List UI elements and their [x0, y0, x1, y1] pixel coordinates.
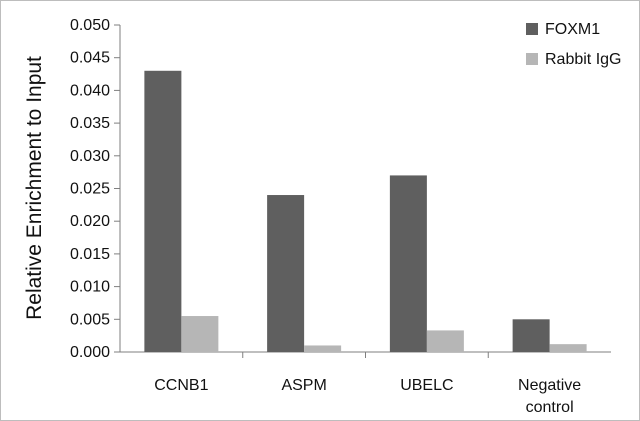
foxm1-bar	[267, 195, 305, 352]
rabbit-igg-bar	[181, 316, 219, 352]
legend-swatch-foxm1	[526, 23, 538, 35]
y-axis-tick-label: 0.035	[70, 115, 110, 132]
plot-area: 0.000 0.005 0.010 0.015 0.020 0.025 0.030 0.035…	[70, 17, 611, 416]
foxm1-bar	[389, 175, 427, 352]
x-axis-category-label-line: control	[526, 399, 574, 416]
bar-series-layer	[144, 70, 587, 352]
y-axis-ticks: 0.000 0.005 0.010 0.015 0.020 0.025 0.030 0.035…	[70, 17, 120, 361]
legend-swatch-rabbit-igg	[526, 53, 538, 65]
foxm1-bar	[512, 319, 550, 352]
rabbit-igg-bar	[549, 344, 587, 352]
y-axis-tick-label: 0.025	[70, 181, 110, 198]
y-axis-tick-label: 0.005	[70, 311, 110, 328]
legend-label-rabbit-igg: Rabbit IgG	[545, 51, 621, 68]
y-axis-tick-label: 0.000	[70, 344, 110, 361]
x-axis-category-label-line: UBELC	[400, 377, 453, 394]
x-axis-category-label: CCNB1	[154, 377, 208, 394]
x-axis-category-label: UBELC	[400, 377, 453, 394]
y-axis-tick-label: 0.030	[70, 148, 110, 165]
x-axis-category-label-line: ASPM	[281, 377, 326, 394]
legend-label-foxm1: FOXM1	[545, 21, 600, 38]
y-axis-tick-label: 0.010	[70, 279, 110, 296]
x-axis-ticks: CCNB1 ASPM UBELC Negative control	[154, 352, 581, 416]
chart-legend: FOXM1 Rabbit IgG	[526, 21, 621, 68]
x-axis-category-label: Negative control	[518, 377, 581, 416]
y-axis-tick-label: 0.050	[70, 17, 110, 34]
x-axis-category-label-line: Negative	[518, 377, 581, 394]
rabbit-igg-bar	[426, 330, 464, 352]
y-axis-label: Relative Enrichment to Input	[23, 56, 46, 320]
y-axis-tick-label: 0.015	[70, 246, 110, 263]
y-axis-tick-label: 0.020	[70, 213, 110, 230]
y-axis-tick-label: 0.045	[70, 50, 110, 67]
foxm1-bar	[144, 70, 182, 352]
x-axis-category-label: ASPM	[281, 377, 326, 394]
y-axis-tick-label: 0.040	[70, 82, 110, 99]
x-axis-category-label-line: CCNB1	[154, 377, 208, 394]
rabbit-igg-bar	[304, 345, 342, 352]
